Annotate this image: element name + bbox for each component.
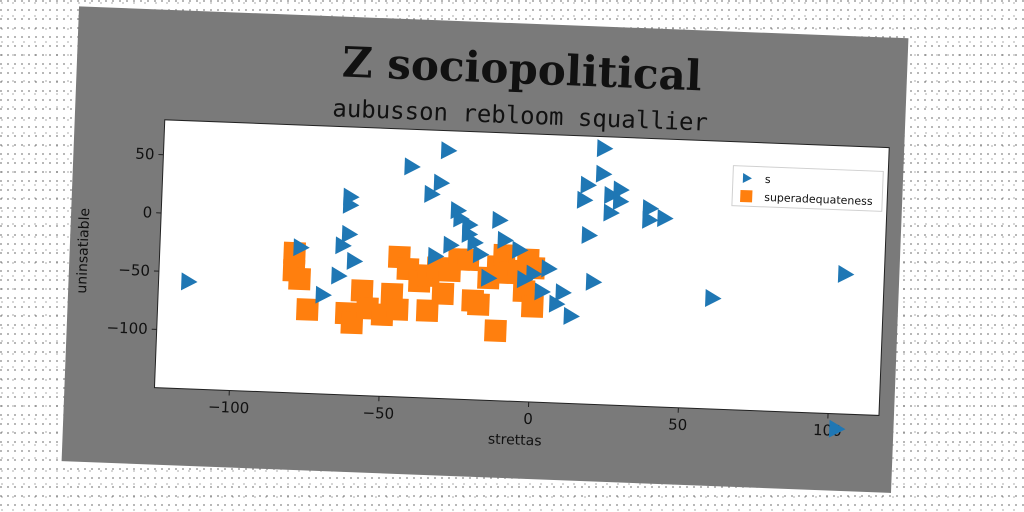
data-point-triangle	[612, 192, 630, 211]
data-point-triangle	[346, 251, 364, 270]
data-point-triangle	[461, 224, 479, 243]
data-point-triangle	[480, 268, 498, 287]
data-point-triangle	[548, 294, 566, 313]
data-point-triangle	[516, 270, 534, 289]
data-point-triangle	[331, 266, 348, 285]
data-point-triangle	[497, 230, 514, 249]
data-point-triangle	[642, 210, 659, 229]
data-point-square	[516, 248, 540, 272]
y-axis: 50 0 −50 −100	[106, 145, 164, 338]
legend-entries: s superadequateness	[740, 173, 873, 208]
data-point-triangle	[581, 225, 599, 244]
data-point-triangle	[576, 190, 594, 209]
data-point-triangle	[563, 306, 580, 325]
legend-box	[731, 165, 884, 212]
x-tick-label: −50	[362, 404, 394, 423]
data-point-square	[520, 295, 544, 318]
data-point-triangle	[293, 238, 310, 257]
y-axis-label: uninsatiable	[74, 208, 93, 294]
data-point-triangle	[472, 245, 490, 264]
data-point-triangle	[440, 141, 458, 160]
x-tick-label: 0	[523, 410, 533, 428]
legend: s superadequateness	[731, 165, 884, 212]
legend-label: s	[765, 173, 771, 186]
data-point-triangle	[642, 199, 660, 218]
data-point-triangle	[613, 180, 630, 199]
legend-label: superadequateness	[764, 191, 873, 208]
y-tick-label: 50	[135, 145, 155, 164]
data-point-square	[431, 282, 455, 306]
data-point-triangle	[837, 264, 855, 283]
data-point-triangle	[433, 173, 451, 192]
x-tick-label: −100	[208, 398, 250, 418]
data-point-square	[288, 267, 311, 291]
data-point-square	[350, 279, 374, 303]
data-point-triangle	[534, 282, 551, 301]
data-point-triangle	[657, 209, 674, 228]
data-point-triangle	[555, 283, 572, 302]
data-point-triangle	[596, 139, 614, 158]
data-point-square	[295, 298, 319, 321]
x-axis-label: strettas	[488, 431, 542, 449]
x-tick-label: 50	[668, 415, 688, 434]
data-point-square	[467, 293, 490, 316]
data-point-triangle	[541, 259, 558, 278]
data-point-triangle	[427, 246, 445, 265]
data-point-triangle	[180, 272, 198, 291]
data-point-square	[385, 298, 409, 321]
data-point-triangle	[705, 288, 722, 307]
data-point-triangle	[526, 264, 543, 283]
y-tick-label: −100	[106, 318, 148, 338]
legend-marker	[740, 189, 753, 203]
data-point-triangle	[492, 210, 509, 229]
data-point-square	[415, 299, 439, 323]
data-point-triangle	[443, 235, 460, 254]
data-point-triangle	[335, 236, 352, 255]
data-point-triangle	[467, 233, 484, 252]
data-layer	[180, 139, 855, 438]
y-tick-label: −50	[118, 261, 150, 280]
data-point-triangle	[453, 209, 470, 228]
data-point-triangle	[828, 419, 846, 438]
data-point-triangle	[341, 224, 359, 243]
data-point-square	[484, 319, 507, 343]
data-point-triangle	[342, 195, 360, 214]
data-point-triangle	[604, 186, 621, 204]
data-point-triangle	[511, 240, 529, 259]
data-point-triangle	[404, 157, 421, 176]
data-point-triangle	[424, 184, 441, 203]
data-point-triangle	[595, 164, 613, 183]
data-point-triangle	[603, 203, 620, 222]
data-point-triangle	[580, 175, 597, 194]
data-point-triangle	[315, 285, 332, 304]
legend-marker	[742, 173, 752, 184]
y-tick-label: 0	[142, 203, 152, 221]
data-point-triangle	[585, 272, 603, 291]
